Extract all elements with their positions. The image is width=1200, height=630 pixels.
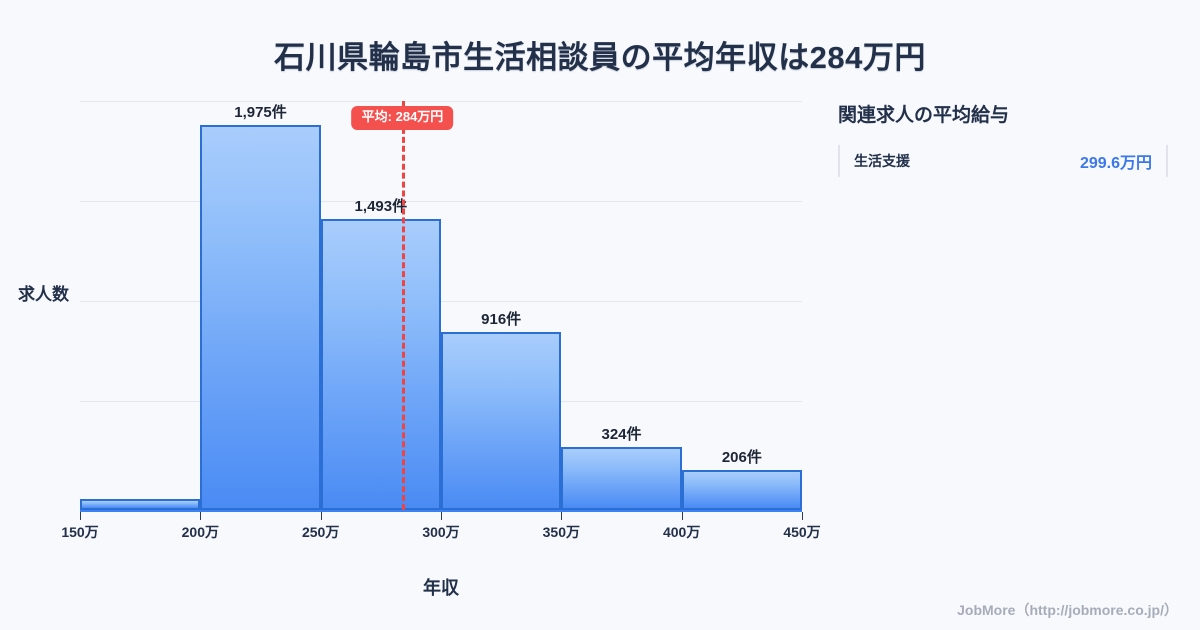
x-axis-tick-label: 400万 <box>662 524 701 540</box>
histogram-bar <box>80 499 201 510</box>
histogram-bar <box>200 125 321 510</box>
average-line <box>402 101 406 510</box>
page-title: 石川県輪島市生活相談員の平均年収は284万円 <box>274 40 926 75</box>
gridline <box>80 301 802 302</box>
related-salary-panel: 関連求人の平均給与 生活支援 299.6万円 <box>838 100 1168 177</box>
x-axis-tick-label: 250万 <box>301 524 340 540</box>
histogram-bar <box>681 469 802 510</box>
bar-value-label: 206件 <box>721 448 762 466</box>
plot-area: 1,975件 1,493件 916件 324件 206件 150万 200万 250万 300万… <box>61 101 821 540</box>
x-axis-tick-label: 200万 <box>181 524 220 540</box>
x-axis-tick <box>802 512 803 520</box>
x-axis-tick-label: 350万 <box>542 524 581 540</box>
related-salary-heading: 関連求人の平均給与 <box>838 105 1010 126</box>
histogram-bar <box>441 331 562 510</box>
histogram-bar <box>320 219 441 510</box>
x-axis-tick-label: 450万 <box>783 524 821 540</box>
bar-value-label: 1,975件 <box>234 104 287 122</box>
y-axis-title: 求人数 <box>18 285 69 304</box>
x-axis-tick <box>320 512 322 520</box>
histogram-bar <box>561 446 682 510</box>
x-axis-tick <box>561 512 563 520</box>
gridline <box>80 101 802 102</box>
x-axis-tick-label: 150万 <box>61 524 99 540</box>
x-axis-tick-label: 300万 <box>422 524 460 540</box>
bar-value-label: 1,493件 <box>354 198 408 216</box>
histogram-chart: 求人数 1,975件 1,493件 916件 324件 206件 150万 200万 250万… <box>0 88 830 608</box>
salary-row-name: 生活支援 <box>854 153 910 169</box>
x-axis-tick <box>681 512 683 520</box>
bar-value-label: 324件 <box>601 425 642 443</box>
x-axis-tick <box>80 512 81 520</box>
footer-credit: JobMore（http://jobmore.co.jp/） <box>957 602 1178 618</box>
salary-row-value: 299.6万円 <box>1079 155 1152 172</box>
related-salary-list: 生活支援 299.6万円 <box>838 145 1168 177</box>
x-axis-line <box>80 510 802 512</box>
gridline <box>80 201 802 202</box>
salary-row[interactable]: 生活支援 299.6万円 <box>838 145 1168 177</box>
bar-value-label: 916件 <box>481 310 522 328</box>
x-axis-tick <box>441 512 442 520</box>
average-badge: 平均: 284万円 <box>351 106 454 130</box>
x-axis-tick <box>200 512 202 520</box>
x-axis-title: 年収 <box>423 578 459 598</box>
